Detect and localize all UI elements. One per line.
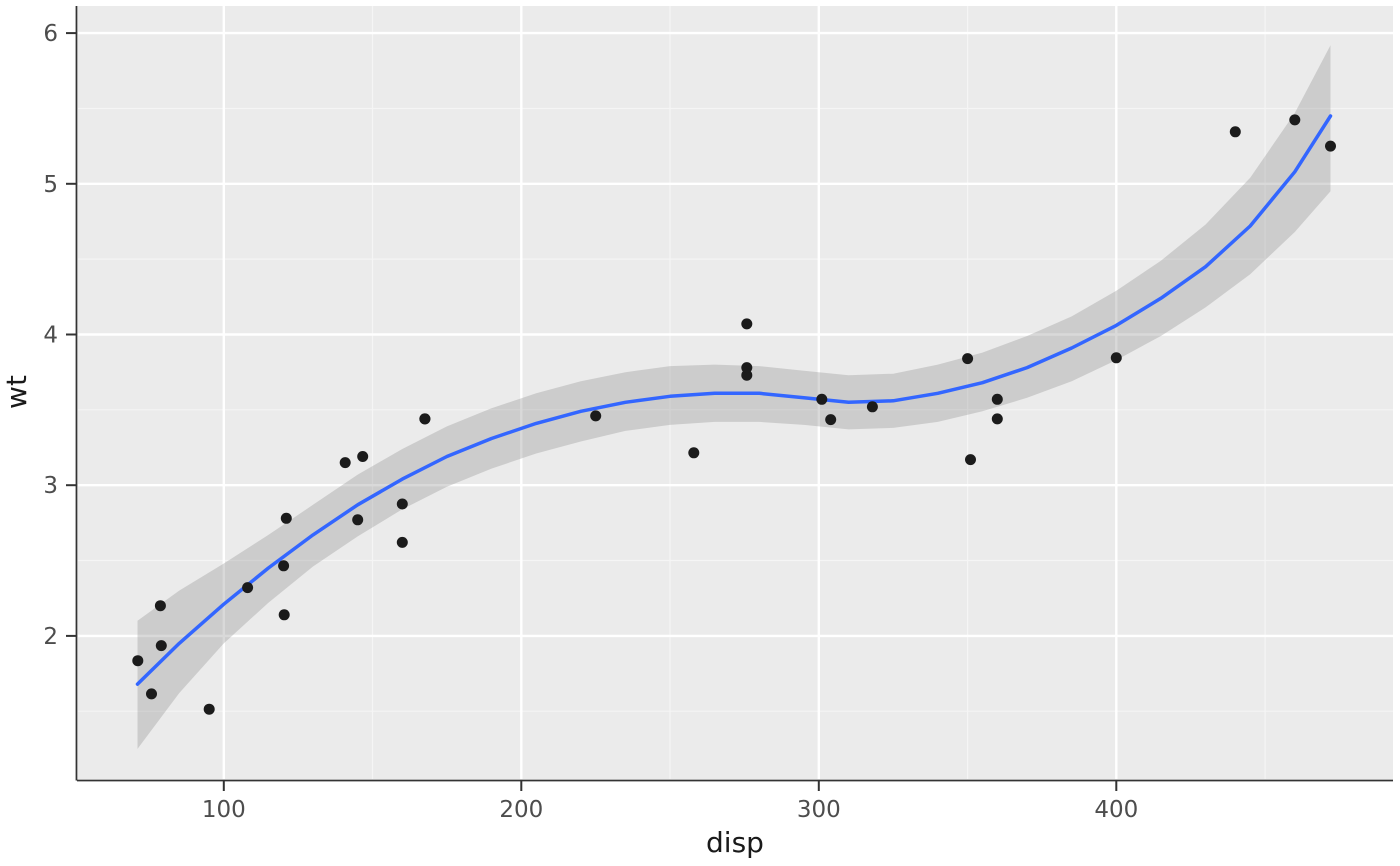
data-point [155,640,167,652]
data-point [991,393,1003,405]
data-point [866,401,878,413]
data-point [396,498,408,510]
data-point [590,410,602,422]
data-point [965,454,976,466]
data-point [203,703,215,715]
y-axis-title: wt [0,375,33,409]
y-tick-label: 2 [43,624,58,650]
data-point [741,369,753,381]
data-point [339,457,351,469]
data-point [1229,126,1241,138]
data-point [132,655,144,667]
data-point [278,560,290,572]
data-point [419,413,431,425]
x-tick-label: 300 [797,797,841,823]
x-axis-title: disp [706,826,764,859]
data-point [396,536,408,548]
data-point [741,362,753,374]
x-tick-label: 200 [499,797,543,823]
y-tick-label: 4 [43,323,58,349]
data-point [816,393,828,405]
data-point [146,688,157,700]
data-point [242,582,254,594]
data-point [352,514,364,526]
data-point [280,512,292,524]
data-point [688,447,700,459]
y-tick-label: 5 [43,172,58,198]
data-point [154,600,166,612]
data-point [1110,352,1122,364]
data-point [1325,140,1336,152]
chart-layers: 100 200 300 400 2 3 4 5 6 [43,6,1393,823]
data-point [357,451,369,462]
y-tick-label: 6 [43,21,58,47]
smooth-line [135,114,1333,686]
x-tick-label: 100 [202,797,246,823]
data-point [741,318,753,330]
data-point [825,414,837,426]
data-point [962,353,974,365]
data-point [278,609,290,621]
data-point [991,413,1003,425]
x-tick-label: 400 [1094,797,1138,823]
y-tick-label: 3 [43,473,58,499]
confidence-ribbon [137,45,1331,749]
data-point [1289,114,1301,126]
